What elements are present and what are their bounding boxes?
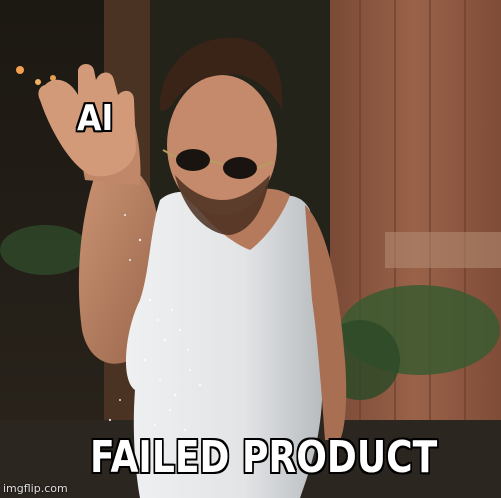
top-caption: AI bbox=[76, 98, 114, 139]
watermark: imgflip.com bbox=[3, 482, 68, 495]
bottom-caption: FAILED PRODUCT bbox=[89, 432, 438, 483]
